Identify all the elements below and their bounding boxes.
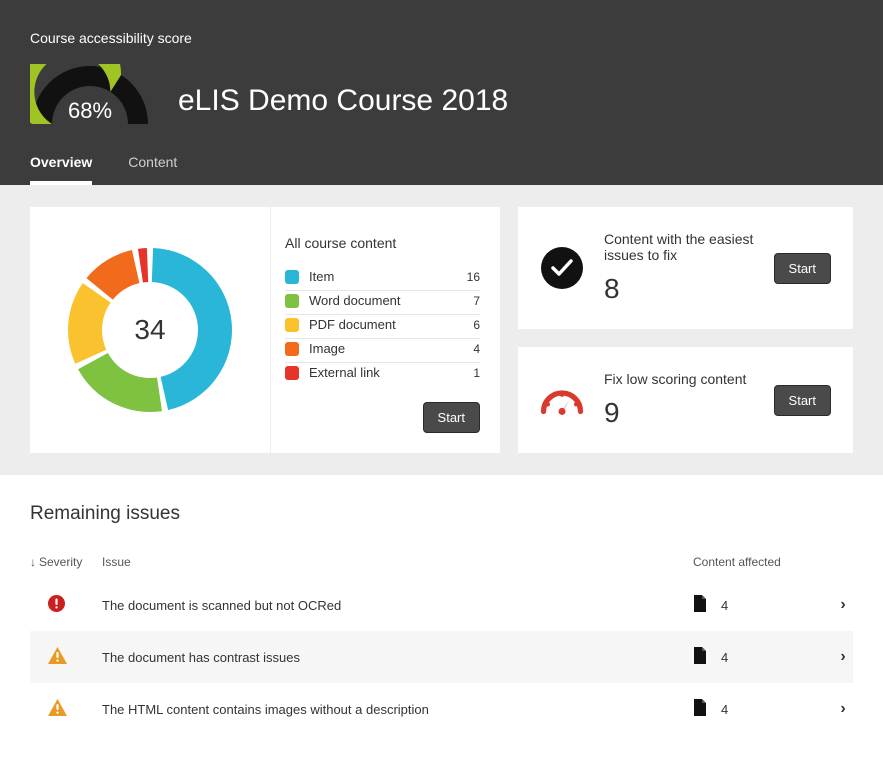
legend-swatch — [285, 318, 299, 332]
affected-cell: 4 — [693, 647, 833, 667]
issue-row[interactable]: The document is scanned but not OCRed 4 › — [30, 579, 853, 631]
action-title: Content with the easiest issues to fix — [604, 231, 754, 263]
affected-cell: 4 — [693, 699, 833, 719]
action-card: Content with the easiest issues to fix 8S… — [518, 207, 853, 329]
issue-text: The HTML content contains images without… — [102, 702, 693, 717]
check-circle-icon — [540, 246, 584, 290]
severity-warning-icon — [30, 647, 102, 667]
donut-card: 34 All course content Item16Word documen… — [30, 207, 500, 453]
legend-row: Image4 — [285, 341, 480, 356]
legend-count: 7 — [473, 294, 480, 308]
legend-label: PDF document — [309, 317, 473, 332]
affected-count: 4 — [721, 598, 728, 613]
document-icon — [693, 699, 707, 719]
legend-label: Word document — [309, 293, 473, 308]
affected-cell: 4 — [693, 595, 833, 615]
action-start-button[interactable]: Start — [774, 253, 831, 284]
score-gauge: 68% — [30, 64, 150, 124]
col-issue[interactable]: Issue — [102, 555, 693, 569]
legend-title: All course content — [285, 235, 480, 251]
chevron-right-icon: › — [833, 700, 853, 718]
chevron-right-icon: › — [833, 648, 853, 666]
affected-count: 4 — [721, 650, 728, 665]
legend-count: 16 — [467, 270, 480, 284]
legend-label: External link — [309, 365, 473, 380]
severity-critical-icon — [30, 595, 102, 615]
header-main: 68% eLIS Demo Course 2018 — [30, 64, 853, 124]
score-label: Course accessibility score — [30, 30, 853, 46]
issue-text: The document is scanned but not OCRed — [102, 598, 693, 613]
legend-count: 4 — [473, 342, 480, 356]
action-start-button[interactable]: Start — [774, 385, 831, 416]
course-title: eLIS Demo Course 2018 — [178, 84, 508, 124]
legend-row: Word document7 — [285, 293, 480, 308]
issue-text: The document has contrast issues — [102, 650, 693, 665]
severity-warning-icon — [30, 699, 102, 719]
legend-swatch — [285, 270, 299, 284]
col-severity[interactable]: ↓Severity — [30, 555, 102, 569]
legend-swatch — [285, 294, 299, 308]
donut-legend: All course content Item16Word document7P… — [270, 207, 500, 453]
legend-label: Image — [309, 341, 473, 356]
issues-table-header: ↓Severity Issue Content affected — [30, 555, 853, 579]
gauge-icon — [540, 378, 584, 422]
tab-content[interactable]: Content — [128, 154, 177, 185]
document-icon — [693, 647, 707, 667]
donut-chart: 34 — [30, 207, 270, 453]
affected-count: 4 — [721, 702, 728, 717]
chevron-right-icon: › — [833, 596, 853, 614]
document-icon — [693, 595, 707, 615]
tab-overview[interactable]: Overview — [30, 154, 92, 185]
legend-count: 6 — [473, 318, 480, 332]
sort-desc-icon: ↓ — [30, 555, 36, 569]
issues-section: Remaining issues ↓Severity Issue Content… — [0, 475, 883, 763]
legend-swatch — [285, 366, 299, 380]
issue-row[interactable]: The HTML content contains images without… — [30, 683, 853, 735]
action-cards: Content with the easiest issues to fix8S… — [518, 207, 853, 453]
issue-row[interactable]: The document has contrast issues 4 › — [30, 631, 853, 683]
cards-area: 34 All course content Item16Word documen… — [0, 185, 883, 475]
donut-total: 34 — [134, 314, 165, 346]
score-percent: 68% — [68, 98, 112, 124]
tabs: Overview Content — [30, 154, 853, 185]
action-title: Fix low scoring content — [604, 371, 754, 387]
legend-swatch — [285, 342, 299, 356]
legend-row: External link1 — [285, 365, 480, 380]
header: Course accessibility score 68% eLIS Demo… — [0, 0, 883, 185]
action-count: 9 — [604, 397, 754, 429]
legend-row: Item16 — [285, 269, 480, 284]
issues-heading: Remaining issues — [30, 503, 853, 525]
action-count: 8 — [604, 273, 754, 305]
col-affected[interactable]: Content affected — [693, 555, 833, 569]
legend-label: Item — [309, 269, 467, 284]
legend-count: 1 — [473, 366, 480, 380]
legend-row: PDF document6 — [285, 317, 480, 332]
action-card: Fix low scoring content 9 Start — [518, 347, 853, 453]
donut-start-button[interactable]: Start — [423, 402, 480, 433]
